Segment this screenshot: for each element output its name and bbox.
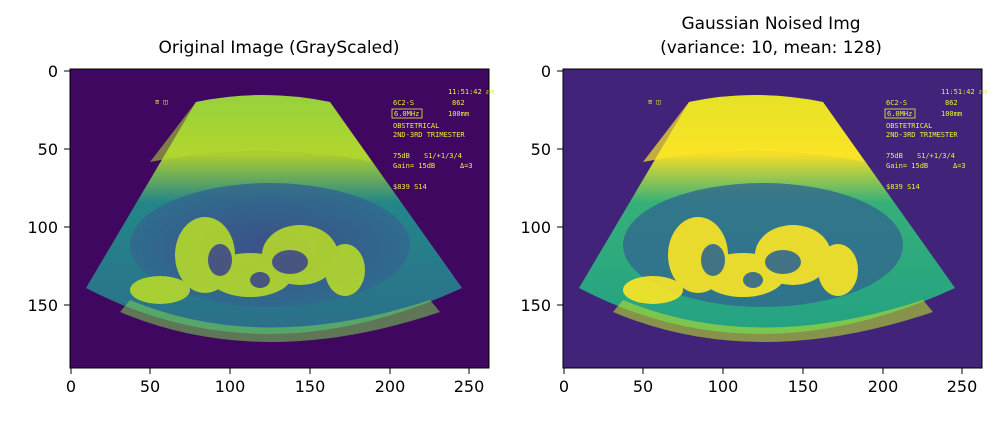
svg-text:100mm: 100mm: [941, 110, 962, 118]
svg-text:Gain= 15dB: Gain= 15dB: [886, 162, 928, 170]
svg-text:862: 862: [945, 99, 958, 107]
svg-text:Δ=3: Δ=3: [460, 162, 473, 170]
svg-text:6.0MHz: 6.0MHz: [394, 110, 419, 118]
x-tick-label: 50: [633, 377, 653, 396]
y-tick-label: 150: [27, 296, 58, 315]
x-tick-label: 150: [295, 377, 326, 396]
x-tick-label: 200: [868, 377, 899, 396]
svg-text:75dB: 75dB: [886, 152, 903, 160]
panel-title-original: Original Image (GrayScaled): [158, 38, 399, 58]
svg-text:≡ ◫: ≡ ◫: [155, 98, 168, 106]
panel-title-noised-line1: Gaussian Noised Img: [681, 14, 860, 34]
x-tick-label: 150: [788, 377, 819, 396]
scanner-overlay-original: 11:51:42 am 6C2-S 862 6.0MHz 100mm OBSTE…: [155, 88, 494, 191]
x-tick-label: 200: [375, 377, 406, 396]
svg-text:6.0MHz: 6.0MHz: [887, 110, 912, 118]
svg-text:Δ=3: Δ=3: [953, 162, 966, 170]
svg-text:75dB: 75dB: [393, 152, 410, 160]
ultrasound-image-original: 11:51:42 am 6C2-S 862 6.0MHz 100mm OBSTE…: [69, 68, 494, 369]
x-axis-noised: 0 50 100 150 200 250: [559, 368, 977, 396]
y-tick-label: 150: [520, 296, 551, 315]
x-tick-label: 0: [559, 377, 569, 396]
x-tick-label: 250: [454, 377, 485, 396]
svg-text:11:51:42 am: 11:51:42 am: [448, 88, 494, 96]
x-tick-label: 100: [215, 377, 246, 396]
y-tick-label: 100: [520, 218, 551, 237]
svg-text:$839 S14: $839 S14: [886, 183, 920, 191]
x-tick-label: 0: [66, 377, 76, 396]
svg-text:S1/+1/3/4: S1/+1/3/4: [424, 152, 462, 160]
y-axis-noised: 0 50 100 150: [520, 62, 563, 315]
svg-text:OBSTETRICAL: OBSTETRICAL: [886, 122, 932, 130]
svg-text:6C2-S: 6C2-S: [886, 99, 907, 107]
svg-text:11:51:42 am: 11:51:42 am: [941, 88, 987, 96]
svg-text:862: 862: [452, 99, 465, 107]
ultrasound-image-noised: 11:51:42 am 6C2-S 862 6.0MHz 100mm OBSTE…: [562, 68, 987, 369]
x-tick-label: 100: [708, 377, 739, 396]
svg-text:2ND-3RD TRIMESTER: 2ND-3RD TRIMESTER: [393, 131, 465, 139]
y-tick-label: 100: [27, 218, 58, 237]
panel-original: Original Image (GrayScaled): [27, 38, 494, 396]
svg-text:100mm: 100mm: [448, 110, 469, 118]
svg-text:≡ ◫: ≡ ◫: [648, 98, 661, 106]
y-tick-label: 0: [541, 62, 551, 81]
panel-noised: Gaussian Noised Img (variance: 10, mean:…: [520, 14, 987, 396]
x-tick-label: 250: [947, 377, 978, 396]
axes-frame-noised: [562, 68, 983, 369]
svg-text:Gain= 15dB: Gain= 15dB: [393, 162, 435, 170]
panel-title-noised-line2: (variance: 10, mean: 128): [660, 38, 882, 58]
y-tick-label: 0: [48, 62, 58, 81]
x-axis-original: 0 50 100 150 200 250: [66, 368, 484, 396]
y-tick-label: 50: [531, 140, 551, 159]
axes-frame-original: [69, 68, 490, 369]
svg-text:2ND-3RD TRIMESTER: 2ND-3RD TRIMESTER: [886, 131, 958, 139]
svg-text:S1/+1/3/4: S1/+1/3/4: [917, 152, 955, 160]
x-tick-label: 50: [140, 377, 160, 396]
y-axis-original: 0 50 100 150: [27, 62, 70, 315]
y-tick-label: 50: [38, 140, 58, 159]
svg-text:OBSTETRICAL: OBSTETRICAL: [393, 122, 439, 130]
svg-text:6C2-S: 6C2-S: [393, 99, 414, 107]
svg-text:$839 S14: $839 S14: [393, 183, 427, 191]
scanner-overlay-noised: 11:51:42 am 6C2-S 862 6.0MHz 100mm OBSTE…: [648, 88, 987, 191]
